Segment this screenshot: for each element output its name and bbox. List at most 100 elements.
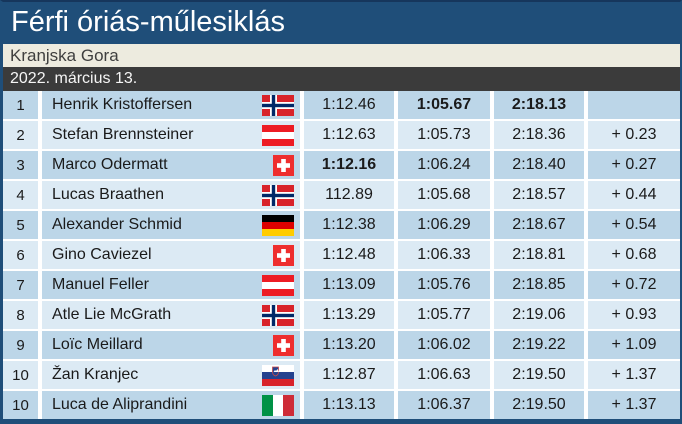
location-label: Kranjska Gora xyxy=(3,44,680,67)
page-title: Férfi óriás-műlesiklás xyxy=(3,2,680,44)
rank-cell: 8 xyxy=(3,301,38,329)
gap-value: + 0.23 xyxy=(588,121,680,149)
run2-time: 1:06.33 xyxy=(398,241,490,269)
run1-time: 1:12.46 xyxy=(304,91,394,119)
gap-value: + 0.68 xyxy=(588,241,680,269)
name-cell: Alexander Schmid xyxy=(42,211,300,239)
skier-name: Luca de Aliprandini xyxy=(52,396,188,413)
total-time: 2:18.36 xyxy=(494,121,584,149)
switzerland-flag-icon xyxy=(273,154,294,176)
rank-cell: 3 xyxy=(3,151,38,179)
total-time: 2:18.67 xyxy=(494,211,584,239)
name-cell: Stefan Brennsteiner xyxy=(42,121,300,149)
total-time: 2:19.50 xyxy=(494,361,584,389)
bottom-border-bar xyxy=(3,419,680,424)
skier-name: Alexander Schmid xyxy=(52,216,182,233)
run2-time: 1:05.76 xyxy=(398,271,490,299)
result-row: 9 Loïc Meillard 1:13.20 1:06.02 2:19.22 + 1.0… xyxy=(3,331,680,359)
gap-value: + 0.27 xyxy=(588,151,680,179)
run2-time: 1:06.02 xyxy=(398,331,490,359)
norway-flag-icon xyxy=(262,304,294,326)
result-row: 5 Alexander Schmid 1:12.38 1:06.29 2:18.67 + … xyxy=(3,211,680,239)
run1-time: 112.89 xyxy=(304,181,394,209)
skier-name: Atle Lie McGrath xyxy=(52,306,172,323)
results-table: 1 Henrik Kristoffersen 1:12.46 1:05.67 2:18.… xyxy=(3,91,680,419)
norway-flag-icon xyxy=(262,184,294,206)
run1-time: 1:12.87 xyxy=(304,361,394,389)
run2-time: 1:06.63 xyxy=(398,361,490,389)
gap-value xyxy=(588,91,680,119)
norway-flag-icon xyxy=(262,94,294,116)
name-cell: Atle Lie McGrath xyxy=(42,301,300,329)
skier-name: Henrik Kristoffersen xyxy=(52,96,193,113)
date-label: 2022. március 13. xyxy=(3,67,680,91)
name-cell: Marco Odermatt xyxy=(42,151,300,179)
gap-value: + 1.37 xyxy=(588,391,680,419)
run2-time: 1:06.29 xyxy=(398,211,490,239)
result-row: 10 Žan Kranjec 1:12.87 1:06.63 2:19.50 + 1.37 xyxy=(3,361,680,389)
switzerland-flag-icon xyxy=(273,244,294,266)
total-time: 2:18.13 xyxy=(494,91,584,119)
slovenia-flag-icon xyxy=(262,364,294,386)
rank-cell: 2 xyxy=(3,121,38,149)
rank-cell: 6 xyxy=(3,241,38,269)
run2-time: 1:06.37 xyxy=(398,391,490,419)
total-time: 2:19.06 xyxy=(494,301,584,329)
total-time: 2:18.40 xyxy=(494,151,584,179)
italy-flag-icon xyxy=(262,394,294,416)
result-row: 2 Stefan Brennsteiner 1:12.63 1:05.73 2:18.3… xyxy=(3,121,680,149)
run1-time: 1:13.09 xyxy=(304,271,394,299)
name-cell: Luca de Aliprandini xyxy=(42,391,300,419)
run1-time: 1:13.29 xyxy=(304,301,394,329)
total-time: 2:18.85 xyxy=(494,271,584,299)
total-time: 2:19.50 xyxy=(494,391,584,419)
gap-value: + 1.09 xyxy=(588,331,680,359)
skier-name: Marco Odermatt xyxy=(52,156,168,173)
skier-name: Manuel Feller xyxy=(52,276,149,293)
rank-cell: 9 xyxy=(3,331,38,359)
name-cell: Henrik Kristoffersen xyxy=(42,91,300,119)
rank-cell: 5 xyxy=(3,211,38,239)
austria-flag-icon xyxy=(262,274,294,296)
run1-time: 1:12.38 xyxy=(304,211,394,239)
result-row: 1 Henrik Kristoffersen 1:12.46 1:05.67 2:18.… xyxy=(3,91,680,119)
germany-flag-icon xyxy=(262,214,294,236)
gap-value: + 1.37 xyxy=(588,361,680,389)
rank-cell: 4 xyxy=(3,181,38,209)
rank-cell: 10 xyxy=(3,391,38,419)
result-row: 6 Gino Caviezel 1:12.48 1:06.33 2:18.81 + 0.6… xyxy=(3,241,680,269)
name-cell: Lucas Braathen xyxy=(42,181,300,209)
gap-value: + 0.54 xyxy=(588,211,680,239)
skier-name: Žan Kranjec xyxy=(52,366,139,383)
total-time: 2:19.22 xyxy=(494,331,584,359)
result-row: 7 Manuel Feller 1:13.09 1:05.76 2:18.85 + 0.7… xyxy=(3,271,680,299)
run1-time: 1:12.16 xyxy=(304,151,394,179)
skier-name: Lucas Braathen xyxy=(52,186,165,203)
gap-value: + 0.93 xyxy=(588,301,680,329)
result-row: 8 Atle Lie McGrath 1:13.29 1:05.77 2:19.06 + … xyxy=(3,301,680,329)
gap-value: + 0.44 xyxy=(588,181,680,209)
name-cell: Manuel Feller xyxy=(42,271,300,299)
total-time: 2:18.81 xyxy=(494,241,584,269)
result-row: 3 Marco Odermatt 1:12.16 1:06.24 2:18.40 + 0.… xyxy=(3,151,680,179)
run1-time: 1:12.63 xyxy=(304,121,394,149)
rank-cell: 7 xyxy=(3,271,38,299)
run1-time: 1:13.13 xyxy=(304,391,394,419)
name-cell: Loïc Meillard xyxy=(42,331,300,359)
run2-time: 1:05.67 xyxy=(398,91,490,119)
austria-flag-icon xyxy=(262,124,294,146)
run2-time: 1:05.77 xyxy=(398,301,490,329)
total-time: 2:18.57 xyxy=(494,181,584,209)
skier-name: Loïc Meillard xyxy=(52,336,143,353)
name-cell: Gino Caviezel xyxy=(42,241,300,269)
skier-name: Gino Caviezel xyxy=(52,246,152,263)
skier-name: Stefan Brennsteiner xyxy=(52,126,194,143)
run2-time: 1:06.24 xyxy=(398,151,490,179)
result-row: 10 Luca de Aliprandini 1:13.13 1:06.37 2:19.… xyxy=(3,391,680,419)
result-row: 4 Lucas Braathen 112.89 1:05.68 2:18.57 + 0.4… xyxy=(3,181,680,209)
name-cell: Žan Kranjec xyxy=(42,361,300,389)
gap-value: + 0.72 xyxy=(588,271,680,299)
run1-time: 1:13.20 xyxy=(304,331,394,359)
switzerland-flag-icon xyxy=(273,334,294,356)
